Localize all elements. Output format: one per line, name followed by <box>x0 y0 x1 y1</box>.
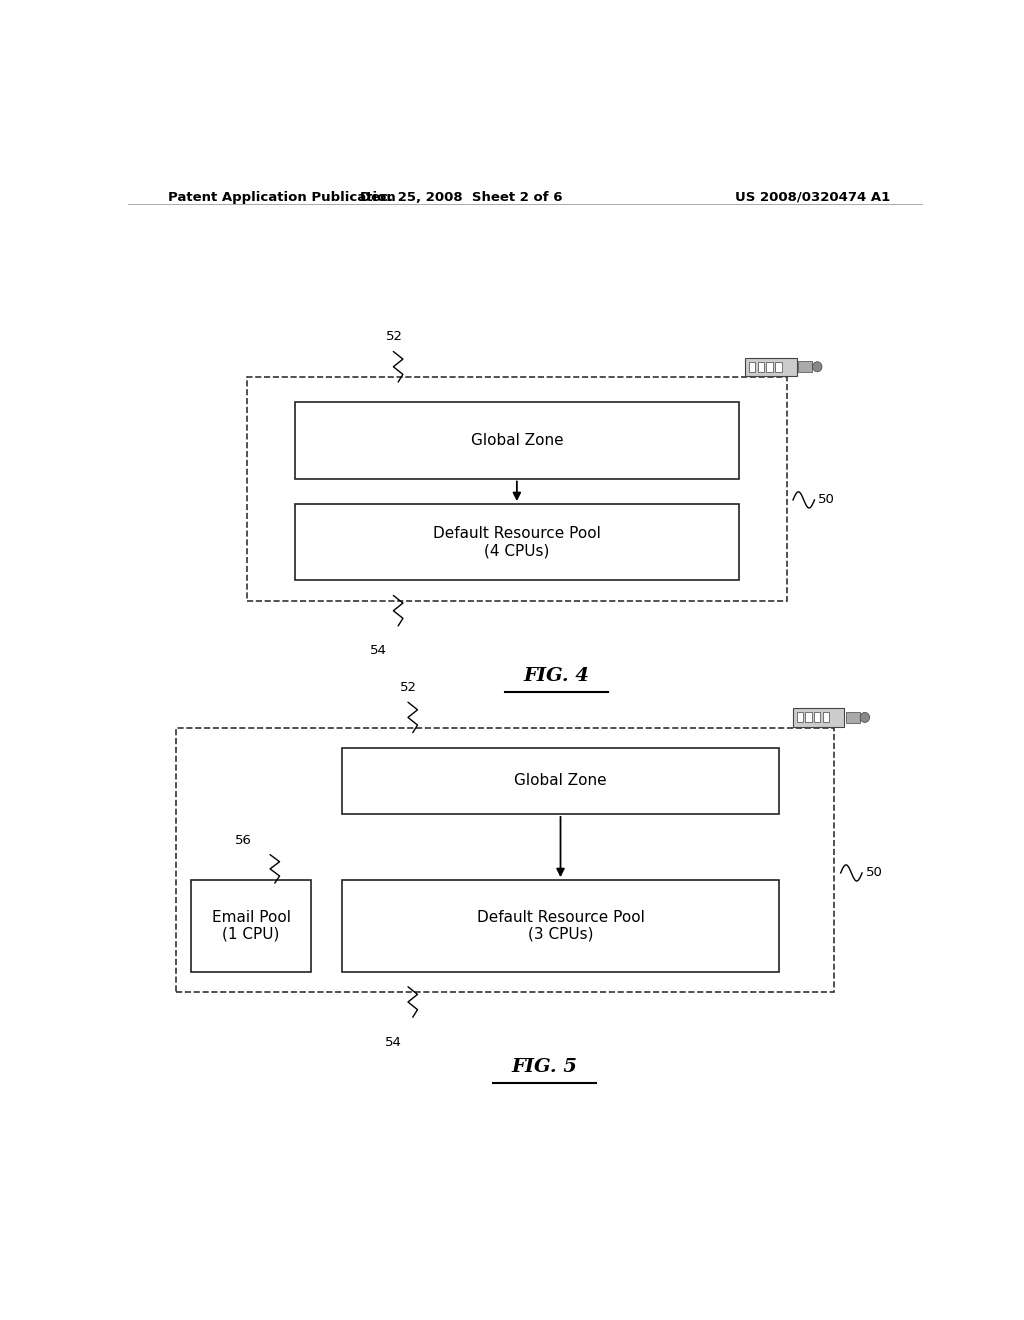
Bar <box>342 748 779 814</box>
Bar <box>295 504 739 581</box>
Text: Global Zone: Global Zone <box>471 433 563 447</box>
Bar <box>749 362 756 372</box>
Bar <box>191 880 310 972</box>
Text: Global Zone: Global Zone <box>514 774 607 788</box>
Bar <box>823 713 829 722</box>
Bar <box>797 713 803 722</box>
Bar <box>176 727 835 991</box>
Bar <box>846 711 860 723</box>
Text: 54: 54 <box>370 644 387 657</box>
Bar <box>814 713 820 722</box>
Bar <box>758 362 764 372</box>
Text: Default Resource Pool
(4 CPUs): Default Resource Pool (4 CPUs) <box>433 525 601 558</box>
Bar <box>247 378 786 601</box>
Bar <box>342 880 779 972</box>
Text: 52: 52 <box>386 330 402 343</box>
Bar <box>745 358 797 376</box>
Text: FIG. 4: FIG. 4 <box>523 667 590 685</box>
Bar <box>775 362 781 372</box>
Bar <box>295 403 739 479</box>
Text: Patent Application Publication: Patent Application Publication <box>168 191 395 203</box>
Text: FIG. 5: FIG. 5 <box>512 1057 578 1076</box>
Text: 50: 50 <box>866 866 883 879</box>
Text: Dec. 25, 2008  Sheet 2 of 6: Dec. 25, 2008 Sheet 2 of 6 <box>360 191 562 203</box>
Text: 52: 52 <box>400 681 417 694</box>
Text: 56: 56 <box>234 833 252 846</box>
Text: 54: 54 <box>384 1036 401 1048</box>
Ellipse shape <box>860 713 869 722</box>
Text: US 2008/0320474 A1: US 2008/0320474 A1 <box>734 191 890 203</box>
Text: 50: 50 <box>818 494 836 507</box>
Bar <box>798 362 812 372</box>
Text: Default Resource Pool
(3 CPUs): Default Resource Pool (3 CPUs) <box>476 909 644 942</box>
Text: Email Pool
(1 CPU): Email Pool (1 CPU) <box>212 909 291 942</box>
Ellipse shape <box>812 362 822 372</box>
Bar <box>793 709 844 726</box>
Bar <box>805 713 812 722</box>
Bar <box>766 362 773 372</box>
